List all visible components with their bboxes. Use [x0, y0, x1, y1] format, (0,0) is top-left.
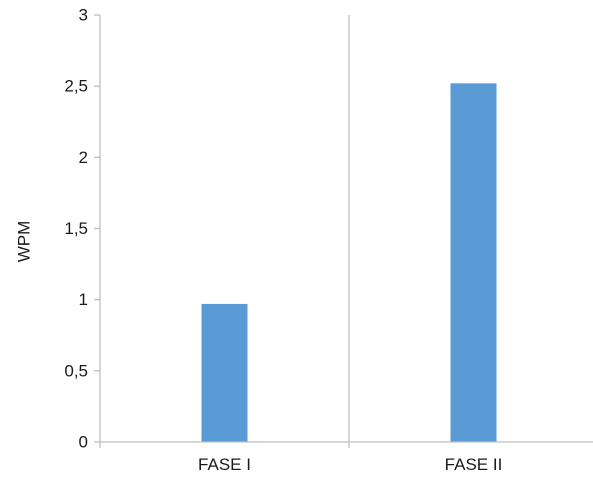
- y-axis-ticks: 0 0,5 1 1,5 2 2,5 3: [64, 6, 100, 452]
- y-tick-label: 3: [79, 6, 88, 25]
- y-tick-label: 0,5: [64, 361, 88, 380]
- y-axis-title: WPM: [15, 221, 34, 263]
- y-tick-label: 0: [79, 433, 88, 452]
- y-tick-label: 2: [79, 148, 88, 167]
- bar-fase-i: [201, 303, 248, 442]
- axes: [99, 15, 593, 448]
- x-axis-labels: FASE I FASE II: [99, 442, 503, 474]
- x-tick-label: FASE II: [445, 455, 503, 474]
- x-tick-label: FASE I: [198, 455, 251, 474]
- y-tick-label: 1,5: [64, 219, 88, 238]
- y-tick-label: 1: [79, 290, 88, 309]
- bars: [201, 83, 497, 442]
- y-tick-label: 2,5: [64, 77, 88, 96]
- bar-fase-ii: [450, 83, 497, 442]
